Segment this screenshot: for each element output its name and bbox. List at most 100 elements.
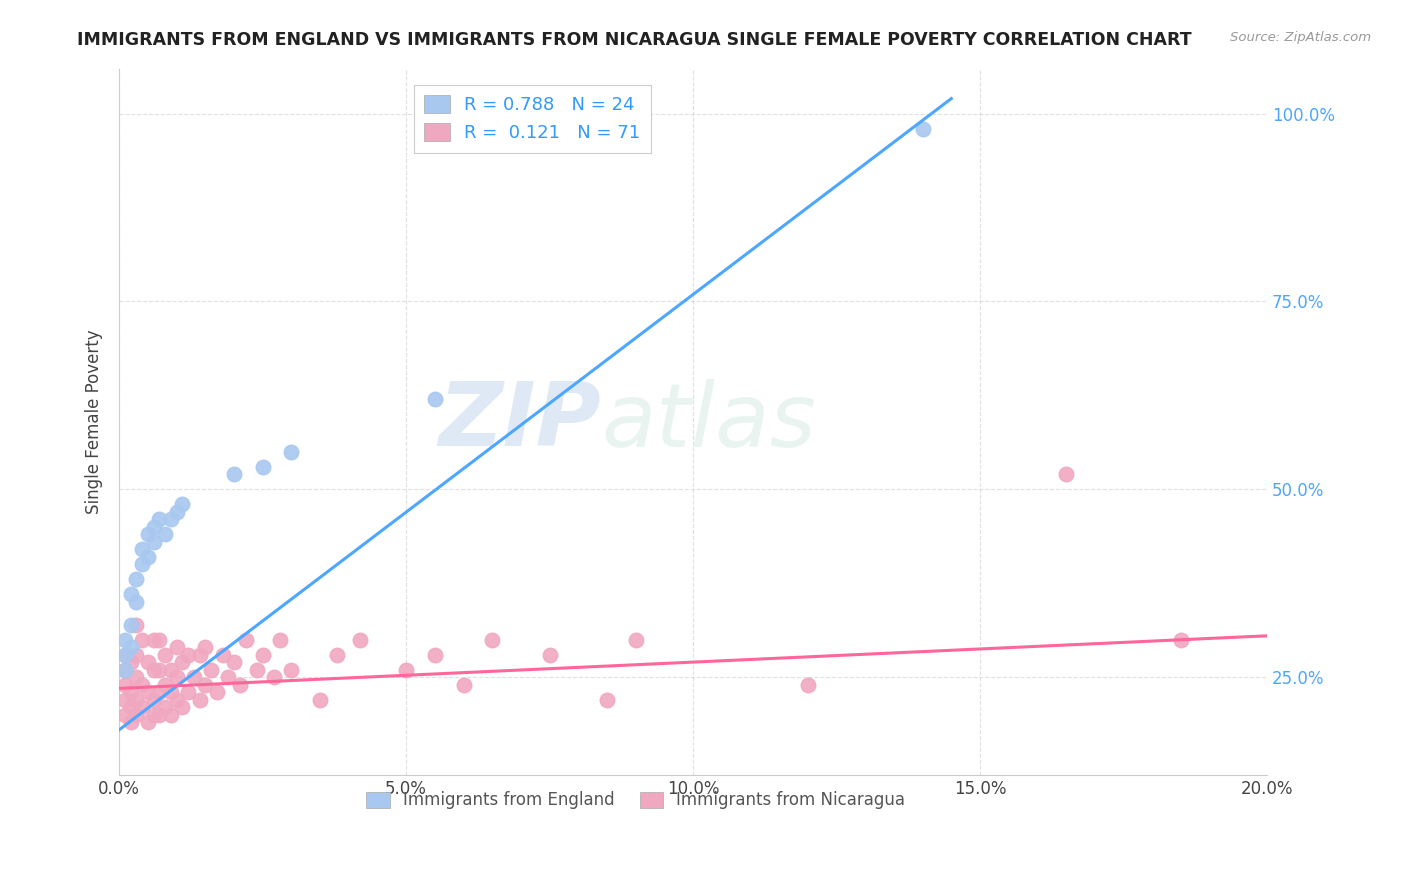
Point <box>252 648 274 662</box>
Point <box>136 685 159 699</box>
Point <box>120 700 142 714</box>
Point <box>131 700 153 714</box>
Point <box>131 558 153 572</box>
Point <box>131 542 153 557</box>
Point <box>160 512 183 526</box>
Point <box>160 707 183 722</box>
Point <box>131 678 153 692</box>
Point <box>423 648 446 662</box>
Point <box>114 663 136 677</box>
Point <box>125 648 148 662</box>
Point <box>309 692 332 706</box>
Point <box>114 692 136 706</box>
Point <box>263 670 285 684</box>
Point <box>177 648 200 662</box>
Point <box>911 121 934 136</box>
Point <box>125 617 148 632</box>
Y-axis label: Single Female Poverty: Single Female Poverty <box>86 329 103 514</box>
Point <box>125 707 148 722</box>
Point <box>453 678 475 692</box>
Text: Source: ZipAtlas.com: Source: ZipAtlas.com <box>1230 31 1371 45</box>
Point <box>538 648 561 662</box>
Point <box>120 655 142 669</box>
Point <box>153 648 176 662</box>
Point <box>120 685 142 699</box>
Text: ZIP: ZIP <box>439 378 602 465</box>
Point <box>188 648 211 662</box>
Point <box>166 692 188 706</box>
Point <box>183 670 205 684</box>
Point <box>205 685 228 699</box>
Point <box>153 678 176 692</box>
Point <box>114 648 136 662</box>
Point <box>596 692 619 706</box>
Point <box>200 663 222 677</box>
Point <box>120 715 142 730</box>
Point <box>269 632 291 647</box>
Point <box>481 632 503 647</box>
Point <box>125 573 148 587</box>
Point <box>148 663 170 677</box>
Point <box>423 392 446 406</box>
Point <box>136 715 159 730</box>
Point <box>120 617 142 632</box>
Point <box>177 685 200 699</box>
Point <box>148 685 170 699</box>
Point <box>125 670 148 684</box>
Point <box>194 678 217 692</box>
Point <box>114 632 136 647</box>
Point <box>194 640 217 654</box>
Point <box>1170 632 1192 647</box>
Legend: Immigrants from England, Immigrants from Nicaragua: Immigrants from England, Immigrants from… <box>360 785 912 816</box>
Point <box>1054 467 1077 482</box>
Point <box>136 527 159 541</box>
Point <box>160 663 183 677</box>
Point <box>125 595 148 609</box>
Point <box>166 670 188 684</box>
Point <box>235 632 257 647</box>
Point <box>114 678 136 692</box>
Point <box>222 467 245 482</box>
Point <box>280 663 302 677</box>
Point <box>131 632 153 647</box>
Point <box>136 549 159 564</box>
Point <box>211 648 233 662</box>
Text: atlas: atlas <box>602 379 815 465</box>
Point <box>166 640 188 654</box>
Point <box>136 655 159 669</box>
Point <box>160 685 183 699</box>
Point <box>326 648 349 662</box>
Point <box>148 512 170 526</box>
Point <box>125 692 148 706</box>
Point <box>395 663 418 677</box>
Point <box>624 632 647 647</box>
Point <box>142 632 165 647</box>
Point <box>229 678 252 692</box>
Point <box>246 663 269 677</box>
Point <box>172 655 194 669</box>
Point <box>217 670 239 684</box>
Point <box>148 632 170 647</box>
Point <box>222 655 245 669</box>
Point <box>142 520 165 534</box>
Point <box>142 692 165 706</box>
Point <box>142 534 165 549</box>
Point <box>148 707 170 722</box>
Point <box>114 663 136 677</box>
Point <box>153 527 176 541</box>
Point <box>797 678 820 692</box>
Point <box>114 648 136 662</box>
Text: IMMIGRANTS FROM ENGLAND VS IMMIGRANTS FROM NICARAGUA SINGLE FEMALE POVERTY CORRE: IMMIGRANTS FROM ENGLAND VS IMMIGRANTS FR… <box>77 31 1192 49</box>
Point <box>166 505 188 519</box>
Point <box>188 692 211 706</box>
Point <box>142 663 165 677</box>
Point <box>172 497 194 511</box>
Point <box>114 707 136 722</box>
Point <box>120 640 142 654</box>
Point <box>142 707 165 722</box>
Point <box>172 700 194 714</box>
Point <box>120 587 142 601</box>
Point <box>349 632 371 647</box>
Point <box>280 444 302 458</box>
Point <box>252 459 274 474</box>
